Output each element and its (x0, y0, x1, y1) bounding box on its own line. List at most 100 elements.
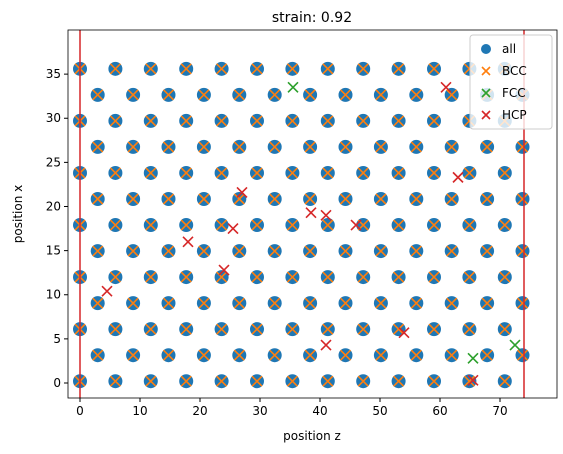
point (92, 349, 104, 361)
point (322, 167, 334, 179)
point (227, 222, 239, 235)
point (216, 271, 228, 283)
x-tick-label: 40 (312, 404, 327, 418)
point (145, 219, 157, 231)
x-tick-label: 60 (432, 404, 447, 418)
point (428, 323, 440, 335)
point (162, 141, 175, 153)
point (322, 219, 334, 231)
point (251, 271, 263, 283)
point (109, 323, 121, 335)
point (216, 167, 228, 179)
point (446, 349, 458, 361)
point (269, 193, 281, 205)
point (92, 245, 104, 257)
point (233, 349, 245, 361)
y-tick-label: 35 (46, 67, 61, 81)
point (127, 245, 139, 257)
point (357, 375, 369, 387)
point (339, 349, 352, 361)
point (251, 63, 263, 75)
point (446, 245, 458, 257)
point (251, 115, 263, 127)
point (428, 219, 440, 231)
point (198, 349, 210, 361)
point (233, 141, 245, 153)
point (304, 349, 316, 361)
point (127, 89, 139, 101)
y-tick-label: 30 (46, 111, 61, 125)
point (269, 245, 281, 257)
point (393, 115, 405, 127)
legend-label: BCC (502, 64, 527, 78)
point (233, 89, 245, 101)
point (180, 115, 192, 127)
series-all (73, 61, 530, 389)
point (101, 285, 113, 297)
point (198, 297, 210, 309)
legend-label: all (502, 42, 516, 56)
point (410, 297, 422, 309)
point (463, 219, 475, 231)
point (182, 236, 194, 248)
point (467, 374, 479, 386)
point (463, 271, 475, 283)
point (109, 167, 121, 179)
chart-title: strain: 0.92 (272, 10, 352, 26)
point (410, 89, 422, 101)
point (109, 219, 121, 231)
point (499, 323, 511, 335)
point (428, 115, 440, 127)
point (286, 115, 298, 127)
point (499, 167, 511, 179)
point (145, 271, 157, 283)
legend-marker (481, 88, 491, 98)
point (286, 219, 298, 231)
x-tick-label: 70 (492, 404, 507, 418)
y-tick-label: 15 (46, 244, 61, 258)
legend: all BCC FCC HCP (469, 34, 553, 130)
point (322, 375, 334, 387)
point (198, 89, 210, 101)
point (251, 375, 263, 387)
point (251, 167, 263, 179)
point (92, 297, 104, 309)
point (92, 141, 104, 153)
point (304, 297, 316, 309)
point (286, 323, 298, 335)
y-tick-label: 5 (53, 332, 61, 346)
point (499, 219, 511, 231)
point (516, 193, 529, 205)
series-fcc (287, 81, 521, 364)
point (216, 63, 228, 75)
point (269, 349, 281, 361)
point (357, 63, 369, 75)
point (109, 375, 121, 387)
point (428, 271, 440, 283)
point (305, 207, 317, 219)
y-tick-label: 10 (46, 288, 61, 302)
point (357, 167, 369, 179)
point (216, 115, 228, 127)
point (428, 63, 440, 75)
point (375, 297, 387, 309)
point (269, 141, 281, 153)
point (339, 245, 352, 257)
point (198, 245, 210, 257)
point (410, 193, 422, 205)
point (481, 141, 493, 153)
point (467, 352, 479, 364)
point (398, 327, 410, 339)
point (322, 63, 334, 75)
legend-label: HCP (502, 108, 527, 122)
point (269, 89, 281, 101)
point (320, 209, 332, 221)
point (428, 375, 440, 387)
point (145, 323, 157, 335)
point (304, 141, 316, 153)
point (286, 63, 298, 75)
point (198, 193, 210, 205)
point (251, 323, 263, 335)
point (375, 193, 387, 205)
point (410, 245, 422, 257)
